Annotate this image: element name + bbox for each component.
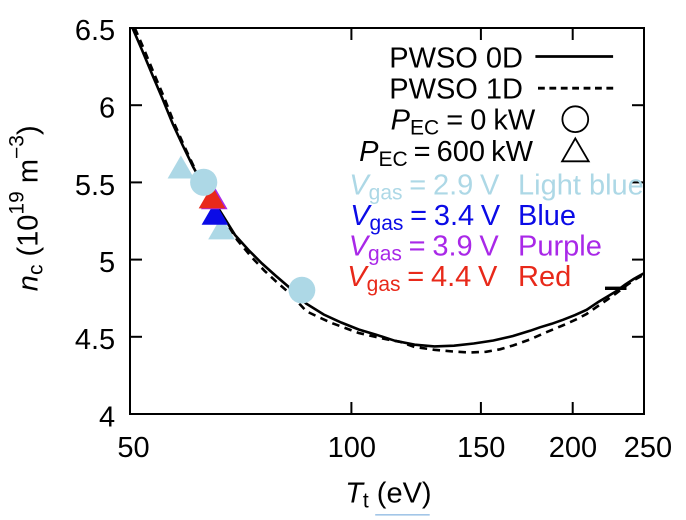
svg-text:100: 100 [328,432,376,464]
svg-text:50: 50 [117,432,149,464]
svg-text:PEC = 0 kW: PEC = 0 kW [391,105,536,140]
svg-text:Blue: Blue [518,200,576,232]
svg-text:Vgas = 2.9 V: Vgas = 2.9 V [349,169,500,204]
svg-text:Light blue: Light blue [518,169,644,201]
svg-text:PEC = 600 kW: PEC = 600 kW [359,136,534,171]
svg-text:nc (1019 m−3): nc (1019 m−3) [6,125,48,291]
svg-text:250: 250 [624,432,672,464]
svg-text:Purple: Purple [518,230,602,262]
svg-text:5: 5 [99,247,115,279]
svg-text:4.5: 4.5 [75,324,115,356]
svg-text:Red: Red [518,261,571,293]
svg-text:4: 4 [99,401,115,433]
svg-text:150: 150 [457,432,505,464]
svg-text:5.5: 5.5 [75,170,115,202]
svg-text:Vgas = 4.4 V: Vgas = 4.4 V [347,261,498,296]
svg-text:200: 200 [549,432,597,464]
svg-text:6: 6 [99,93,115,125]
svg-text:Vgas = 3.4 V: Vgas = 3.4 V [350,200,501,235]
svg-text:Vgas = 3.9 V: Vgas = 3.9 V [349,230,500,265]
svg-text:PWSO 0D: PWSO 0D [389,43,523,75]
svg-text:6.5: 6.5 [75,15,115,47]
svg-text:Tt (eV): Tt (eV) [345,478,431,513]
svg-text:PWSO 1D: PWSO 1D [389,73,523,105]
